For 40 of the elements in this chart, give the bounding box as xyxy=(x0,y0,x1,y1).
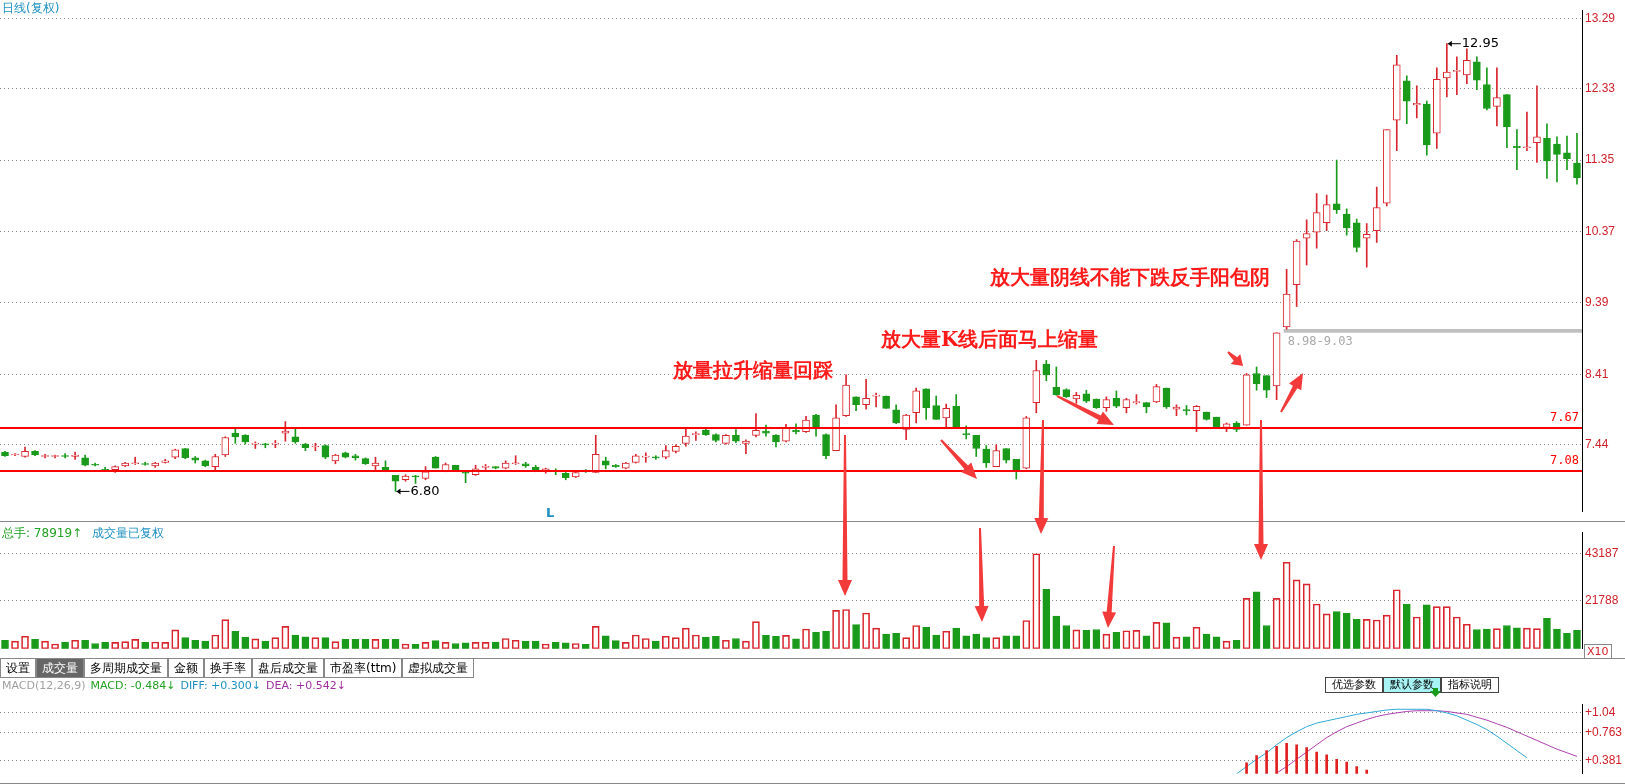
text: 盘后成交量 xyxy=(252,659,324,678)
text: 优选参数 xyxy=(1325,677,1383,693)
text: MACD: -0.484↓ xyxy=(90,679,176,692)
annotation: L xyxy=(546,505,555,520)
text: 默认参数 xyxy=(1383,677,1441,693)
y-tick-label: +1.04 xyxy=(1585,705,1616,720)
y-tick-label: 8.41 xyxy=(1585,366,1609,381)
band-label: 8.98-9.03 xyxy=(1287,333,1353,348)
y-tick-label: 12.33 xyxy=(1585,81,1616,96)
text: 金额 xyxy=(168,659,204,678)
text: 成交量 xyxy=(36,659,84,678)
chart-title: 日线(复权) xyxy=(2,0,60,17)
annotation: 6.80 xyxy=(410,482,440,498)
y-tick-label: 11.35 xyxy=(1585,152,1615,167)
text: DIFF: +0.300↓ xyxy=(180,679,262,692)
y-tick-label: 21788 xyxy=(1585,593,1619,608)
y-tick-label: 13.29 xyxy=(1585,11,1616,26)
text: X10 xyxy=(1584,644,1612,659)
text: 多周期成交量 xyxy=(84,659,168,678)
text: 设置 xyxy=(0,659,36,678)
y-tick-label: 9.39 xyxy=(1585,295,1609,310)
text: MACD(12,26,9) xyxy=(2,679,86,692)
text: 虚拟成交量 xyxy=(402,659,475,678)
text: DEA: +0.542↓ xyxy=(266,679,346,692)
annotation: 12.95 xyxy=(1461,35,1500,51)
annotation: 放量拉升缩量回踩 xyxy=(673,357,833,384)
text: 指标说明 xyxy=(1441,677,1499,693)
text: 市盈率(ttm) xyxy=(324,659,403,678)
y-tick-label: +0.763 xyxy=(1585,725,1623,740)
annotation: 总手: 78919↑ xyxy=(2,525,83,542)
annotation: 放大量K线后面马上缩量 xyxy=(881,326,1099,353)
annotation: 放大量阴线不能下跌反手阳包阴 xyxy=(990,264,1270,291)
text: 换手率 xyxy=(204,659,252,678)
ref-line-label: 7.08 xyxy=(1550,453,1579,468)
annotation: 成交量已复权 xyxy=(92,525,165,542)
y-tick-label: 43187 xyxy=(1585,546,1619,561)
y-tick-label: 10.37 xyxy=(1585,223,1616,238)
y-tick-label: 7.44 xyxy=(1585,437,1609,452)
ref-line-label: 7.67 xyxy=(1550,410,1579,425)
y-tick-label: +0.381 xyxy=(1585,752,1623,767)
